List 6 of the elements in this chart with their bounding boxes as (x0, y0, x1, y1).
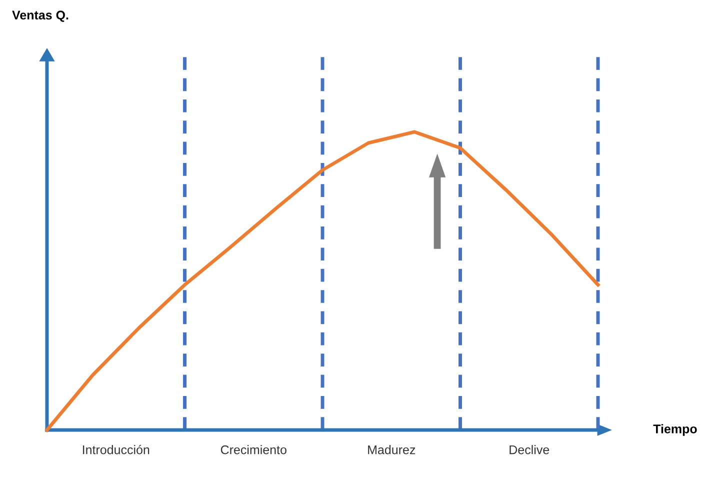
x-axis-title: Tiempo (653, 424, 697, 436)
text: Declive (510, 445, 550, 454)
text: Introducción (82, 444, 150, 454)
text: Crecimiento (220, 445, 286, 454)
chart-title: Ventas Q. (12, 10, 68, 22)
text: Madurez (368, 445, 416, 454)
